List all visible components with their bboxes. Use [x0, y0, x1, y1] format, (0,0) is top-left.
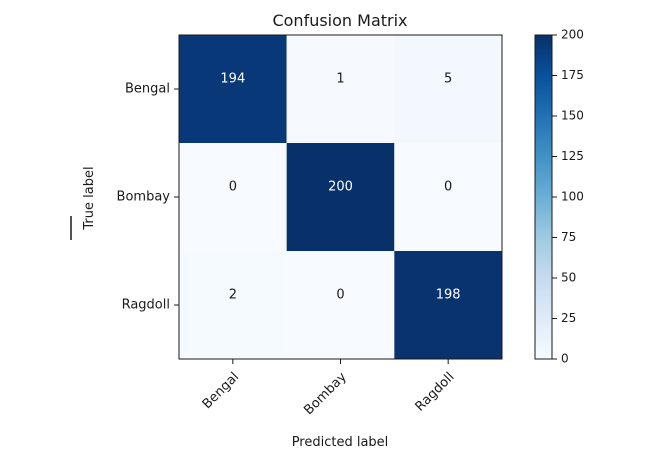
cell-value-label-2-2: 198: [436, 288, 461, 303]
cell-value-label-0-2: 5: [444, 72, 452, 87]
y-axis-ticks: Bengal Bombay Ragdoll: [117, 82, 179, 313]
y-tick-label-0: Bengal: [125, 82, 170, 97]
heatmap-cells: [179, 35, 502, 359]
cell-value-label-2-0: 2: [229, 288, 237, 303]
cell-value-label-1-2: 0: [444, 180, 452, 195]
colorbar-tick-label-4: 100: [561, 190, 584, 204]
x-tick-label-0: Bengal: [200, 370, 242, 412]
heatmap-cell-0-2: [394, 35, 502, 143]
colorbar-tick-label-6: 150: [561, 109, 584, 123]
cell-value-label-2-1: 0: [336, 288, 344, 303]
colorbar-ticks: 0 25 50 75 100 125 150 175 200: [552, 28, 584, 366]
heatmap-cell-labels: 194 1 5 0 200 0 2 0 198: [220, 72, 460, 303]
x-tick-label-2: Ragdoll: [413, 370, 458, 415]
cell-value-label-1-1: 200: [328, 180, 353, 195]
heatmap-cell-1-2: [394, 143, 502, 251]
x-tick-label-1: Bombay: [301, 369, 350, 418]
heatmap-cell-0-0: [179, 35, 287, 143]
colorbar-tick-label-7: 175: [561, 68, 584, 82]
heatmap-cell-2-1: [286, 251, 395, 359]
heatmap-cell-0-1: [286, 35, 395, 143]
colorbar-tick-label-2: 50: [561, 271, 576, 285]
heatmap-cell-2-2: [394, 251, 502, 359]
heatmap-cell-1-0: [179, 143, 287, 251]
colorbar-tick-label-1: 25: [561, 311, 576, 325]
x-axis-label: Predicted label: [292, 435, 389, 450]
chart-title: Confusion Matrix: [272, 11, 407, 30]
y-tick-label-1: Bombay: [117, 190, 171, 205]
colorbar-tick-label-3: 75: [561, 230, 576, 244]
heatmap-cell-1-1: [286, 143, 395, 251]
y-axis-label: True label: [82, 166, 97, 230]
cell-value-label-0-1: 1: [336, 72, 344, 87]
cell-value-label-0-0: 194: [220, 72, 245, 87]
cell-value-label-1-0: 0: [229, 180, 237, 195]
colorbar: [534, 34, 553, 360]
y-tick-label-2: Ragdoll: [122, 298, 170, 313]
colorbar-tick-label-5: 125: [561, 149, 584, 163]
colorbar-tick-label-8: 200: [561, 28, 584, 42]
colorbar-tick-label-0: 0: [561, 352, 569, 366]
heatmap-cell-2-0: [179, 251, 287, 359]
x-axis-ticks: Bengal Bombay Ragdoll: [200, 359, 458, 418]
